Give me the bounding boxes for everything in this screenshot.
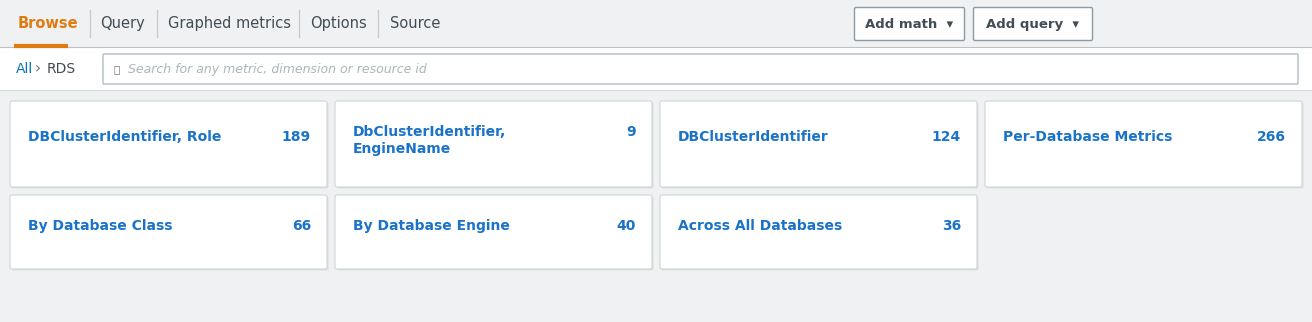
Text: 189: 189 [282, 130, 311, 145]
Text: Search for any metric, dimension or resource id: Search for any metric, dimension or reso… [129, 62, 426, 75]
Text: EngineName: EngineName [353, 142, 451, 156]
FancyBboxPatch shape [12, 196, 328, 270]
Text: By Database Engine: By Database Engine [353, 219, 510, 233]
Text: Across All Databases: Across All Databases [678, 219, 842, 233]
Text: By Database Class: By Database Class [28, 219, 172, 233]
FancyBboxPatch shape [974, 7, 1093, 41]
Text: DbClusterIdentifier,: DbClusterIdentifier, [353, 125, 506, 139]
Bar [0, 0, 1312, 47]
Text: Source: Source [390, 15, 441, 31]
Text: Browse: Browse [18, 15, 79, 31]
FancyBboxPatch shape [10, 101, 327, 187]
Text: All: All [16, 62, 33, 76]
FancyBboxPatch shape [335, 195, 652, 269]
Text: Add math  ▾: Add math ▾ [866, 17, 954, 31]
Text: Graphed metrics: Graphed metrics [168, 15, 291, 31]
Text: 🔍: 🔍 [113, 64, 119, 74]
Text: DBClusterIdentifier, Role: DBClusterIdentifier, Role [28, 130, 222, 145]
FancyBboxPatch shape [660, 101, 977, 187]
Text: DBClusterIdentifier: DBClusterIdentifier [678, 130, 829, 145]
Text: Add query  ▾: Add query ▾ [987, 17, 1080, 31]
Text: 40: 40 [617, 219, 636, 233]
Text: Options: Options [310, 15, 367, 31]
Bar [0, 48, 1312, 90]
Text: 266: 266 [1257, 130, 1286, 145]
FancyBboxPatch shape [854, 7, 964, 41]
Text: 124: 124 [932, 130, 960, 145]
Text: 66: 66 [291, 219, 311, 233]
FancyBboxPatch shape [336, 102, 653, 188]
FancyBboxPatch shape [12, 102, 328, 188]
Text: ›: › [35, 62, 41, 77]
Bar [0, 91, 1312, 322]
FancyBboxPatch shape [987, 102, 1304, 188]
FancyBboxPatch shape [10, 195, 327, 269]
Text: 9: 9 [626, 125, 636, 139]
Text: Query: Query [100, 15, 144, 31]
Text: RDS: RDS [47, 62, 76, 76]
FancyBboxPatch shape [660, 195, 977, 269]
FancyBboxPatch shape [985, 101, 1302, 187]
FancyBboxPatch shape [336, 196, 653, 270]
FancyBboxPatch shape [661, 102, 979, 188]
FancyBboxPatch shape [104, 54, 1298, 84]
FancyBboxPatch shape [661, 196, 979, 270]
Text: 36: 36 [942, 219, 960, 233]
Text: Per-Database Metrics: Per-Database Metrics [1002, 130, 1173, 145]
FancyBboxPatch shape [335, 101, 652, 187]
